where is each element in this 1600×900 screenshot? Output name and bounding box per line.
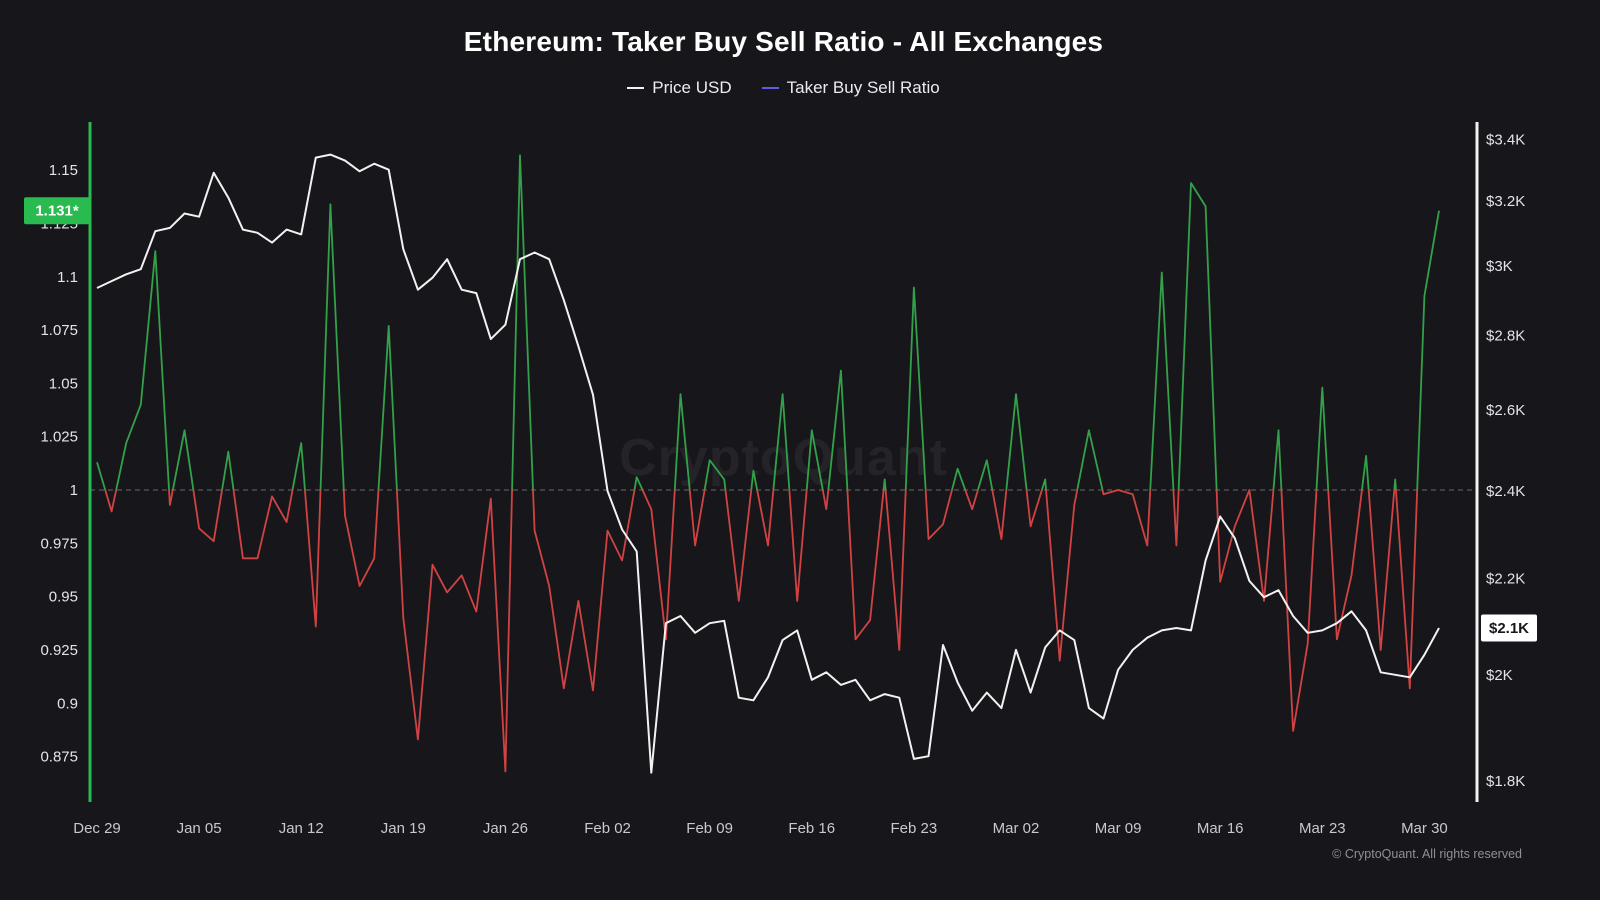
- left-axis-tick-label: 1.15: [49, 162, 78, 179]
- x-axis-date-label: Jan 19: [381, 820, 426, 837]
- right-axis-tick-label: $2.2K: [1486, 571, 1525, 588]
- left-axis-tick-label: 0.975: [40, 535, 78, 552]
- taker-ratio-line-below: [104, 490, 1419, 773]
- x-axis-date-label: Feb 23: [891, 820, 938, 837]
- x-axis-date-label: Mar 02: [993, 820, 1040, 837]
- price-latest-value-badge: [1481, 614, 1537, 642]
- left-axis-tick-label: 0.925: [40, 642, 78, 659]
- x-axis-date-label: Feb 16: [788, 820, 835, 837]
- left-axis-tick-label: 0.875: [40, 749, 78, 766]
- left-axis-tick-label: 1.075: [40, 322, 78, 339]
- price-latest-value-text: $2.1K: [1489, 620, 1529, 637]
- x-axis-date-label: Jan 12: [279, 820, 324, 837]
- left-axis-tick-label: 0.9: [57, 695, 78, 712]
- ratio-latest-value-badge: [24, 197, 90, 225]
- price-usd-line: [96, 153, 1440, 774]
- taker-ratio-legend-label: Taker Buy Sell Ratio: [786, 78, 940, 97]
- left-axis-tick-label: 1: [70, 482, 78, 499]
- copyright-notice: © CryptoQuant. All rights reserved: [1332, 847, 1522, 861]
- right-axis-tick-label: $3K: [1486, 258, 1513, 275]
- x-axis-date-label: Jan 05: [177, 820, 222, 837]
- taker-ratio-line-above: [96, 154, 1440, 491]
- left-axis-tick-label: 1.1: [57, 269, 78, 286]
- x-axis-date-label: Mar 30: [1401, 820, 1448, 837]
- right-axis-tick-label: $3.4K: [1486, 132, 1525, 149]
- right-axis-tick-label: $2K: [1486, 667, 1513, 684]
- right-axis-tick-label: $2.6K: [1486, 402, 1525, 419]
- chart-title: Ethereum: Taker Buy Sell Ratio - All Exc…: [463, 26, 1104, 57]
- x-axis-date-label: Jan 26: [483, 820, 528, 837]
- x-axis-date-label: Mar 16: [1197, 820, 1244, 837]
- ratio-latest-value-text: 1.131*: [35, 203, 79, 220]
- x-axis-date-label: Dec 29: [73, 820, 121, 837]
- price-usd-legend-label: Price USD: [652, 78, 732, 97]
- left-axis-tick-label: 0.95: [49, 589, 78, 606]
- chart-legend: Price USD Taker Buy Sell Ratio: [0, 78, 1567, 98]
- x-axis-date-label: Feb 02: [584, 820, 631, 837]
- x-axis-date-label: Mar 23: [1299, 820, 1346, 837]
- right-axis-tick-label: $3.2K: [1486, 193, 1525, 210]
- taker-ratio-legend-swatch: [761, 87, 779, 89]
- legend-item-taker-buy-sell-ratio[interactable]: Taker Buy Sell Ratio: [761, 78, 940, 98]
- x-axis-date-label: Feb 09: [686, 820, 733, 837]
- legend-item-price-usd[interactable]: Price USD: [627, 78, 732, 98]
- right-axis-tick-label: $2.4K: [1486, 483, 1525, 500]
- left-axis-tick-label: 1.05: [49, 375, 78, 392]
- price-usd-legend-swatch: [627, 87, 645, 89]
- right-axis-tick-label: $1.8K: [1486, 773, 1525, 790]
- x-axis-date-label: Mar 09: [1095, 820, 1142, 837]
- left-axis-tick-label: 1.025: [40, 429, 78, 446]
- right-axis-tick-label: $2.8K: [1486, 327, 1525, 344]
